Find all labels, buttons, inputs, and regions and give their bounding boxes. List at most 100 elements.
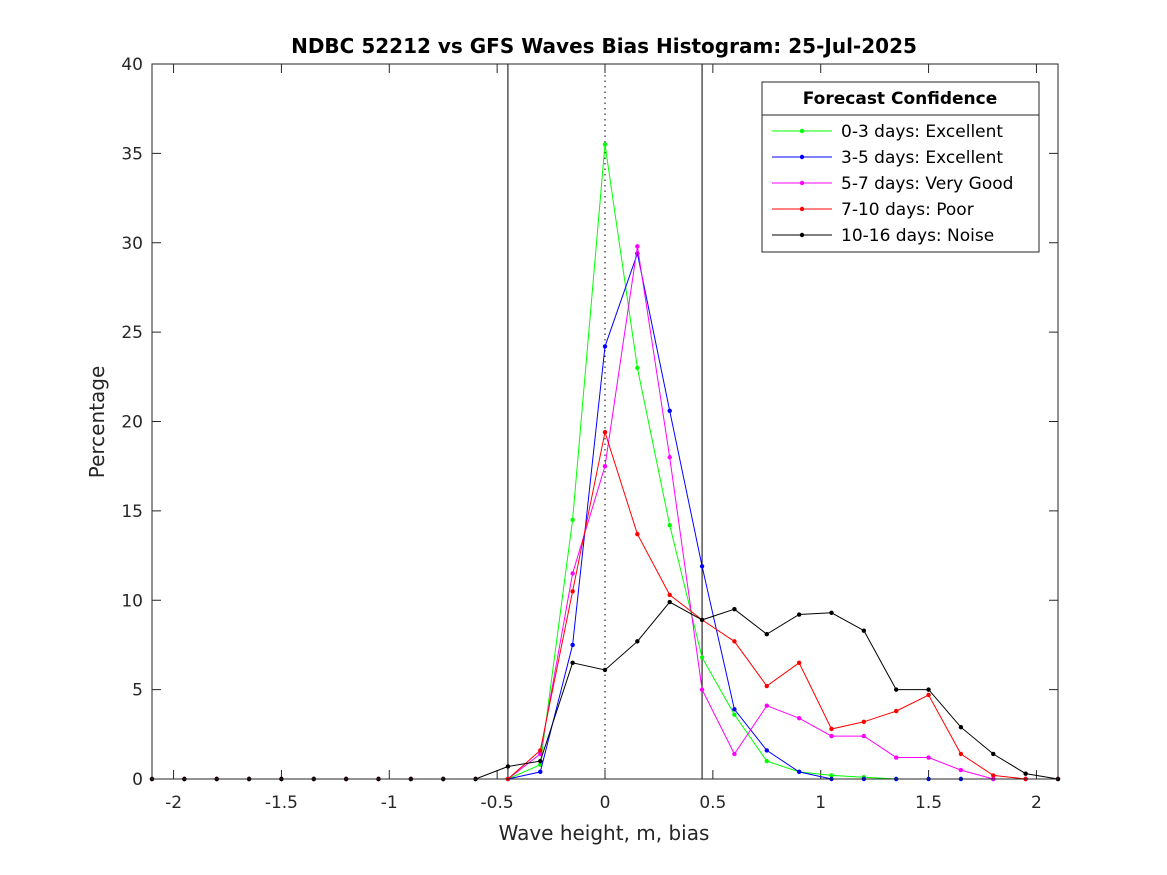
axis-ticks [152, 63, 1058, 780]
data-point [894, 708, 899, 714]
y-tick-label: 40 [121, 55, 143, 75]
data-point [538, 769, 543, 775]
data-point [829, 773, 834, 778]
data-point [538, 758, 543, 764]
data-point [667, 599, 672, 605]
data-point [667, 455, 672, 460]
data-point [829, 733, 834, 739]
data-point [635, 531, 640, 537]
data-point [732, 712, 737, 717]
data-point [796, 769, 802, 775]
legend-label: 10-16 days: Noise [841, 226, 994, 246]
data-point [764, 632, 769, 637]
data-point [926, 755, 931, 760]
x-axis-label: Wave height, m, bias [499, 821, 710, 845]
data-point [894, 755, 899, 760]
data-point [538, 748, 543, 753]
x-tick-label: -2 [165, 793, 182, 813]
y-tick-label: 25 [121, 323, 143, 343]
y-tick-labels: 0 5 10 15 20 25 30 35 40 [121, 55, 143, 790]
chart-title: NDBC 52212 vs GFS Waves Bias Histogram: … [291, 34, 917, 58]
data-point [602, 344, 608, 349]
x-tick-labels: -2 -1.5 -1 -0.5 0 0.5 1 1.5 2 [165, 793, 1042, 813]
data-point [1023, 771, 1028, 776]
data-point [732, 606, 737, 612]
y-tick-label: 35 [121, 144, 143, 164]
data-point [829, 610, 834, 615]
data-point [926, 692, 931, 698]
legend-swatch-marker [799, 128, 805, 134]
data-point [505, 764, 511, 769]
data-point [732, 707, 737, 712]
data-point [732, 639, 737, 644]
x-tick-label: 0.5 [699, 793, 726, 813]
data-point [602, 142, 608, 147]
data-point [958, 724, 964, 730]
y-tick-label: 30 [121, 234, 143, 254]
y-tick-label: 10 [121, 591, 143, 611]
reference-lines [507, 64, 703, 779]
data-point [861, 719, 867, 724]
data-point [958, 767, 964, 773]
data-point [602, 667, 608, 673]
y-tick-label: 0 [132, 770, 143, 790]
data-point [796, 660, 802, 666]
data-point [991, 773, 996, 778]
plot-frame [151, 63, 1059, 780]
legend-label: 5-7 days: Very Good [841, 174, 1013, 194]
data-point [861, 628, 867, 633]
legend-label: 7-10 days: Poor [841, 200, 974, 220]
legend-swatch-marker [799, 232, 805, 238]
data-point [764, 703, 769, 708]
x-tick-label: -1 [381, 793, 398, 813]
legend: Forecast Confidence 0-3 days: Excellent 3… [761, 81, 1040, 253]
legend-swatch-marker [799, 180, 805, 186]
data-point [699, 564, 705, 569]
data-point [699, 617, 705, 623]
x-tick-label: 1 [815, 793, 826, 813]
x-tick-label: 2 [1031, 793, 1042, 813]
data-point [602, 463, 608, 469]
data-point [991, 751, 996, 757]
data-point [570, 642, 575, 648]
legend-swatch-marker [799, 154, 805, 160]
data-point [764, 758, 769, 764]
data-point [796, 612, 802, 617]
x-tick-label: -1.5 [265, 793, 298, 813]
data-point [635, 639, 640, 644]
y-axis-label: Percentage [85, 366, 109, 479]
data-point [926, 687, 931, 692]
legend-item: 10-16 days: Noise [772, 226, 994, 246]
data-point [570, 571, 575, 576]
legend-item: 5-7 days: Very Good [772, 174, 1013, 194]
data-point [796, 716, 802, 721]
y-tick-label: 5 [132, 681, 143, 701]
legend-box [761, 81, 1040, 253]
data-point [958, 751, 964, 757]
data-point [667, 408, 672, 413]
legend-item: 0-3 days: Excellent [772, 122, 1003, 142]
legend-swatch-marker [799, 206, 805, 212]
y-tick-label: 15 [121, 502, 143, 522]
legend-label: 0-3 days: Excellent [841, 122, 1003, 142]
x-tick-label: 0 [600, 793, 611, 813]
data-point [764, 748, 769, 753]
legend-item: 3-5 days: Excellent [772, 148, 1003, 168]
legend-items: 0-3 days: Excellent 3-5 days: Excellent 5-… [772, 122, 1013, 246]
data-point [538, 751, 543, 757]
data-point [602, 430, 608, 435]
data-point [699, 655, 705, 660]
data-point [635, 244, 640, 249]
data-point [635, 365, 640, 371]
legend-item: 7-10 days: Poor [772, 200, 974, 220]
data-point [732, 751, 737, 757]
x-tick-label: -0.5 [481, 793, 514, 813]
data-point [764, 683, 769, 689]
data-point [570, 589, 575, 594]
data-point [699, 687, 705, 692]
data-point [829, 726, 834, 732]
x-tick-label: 1.5 [915, 793, 942, 813]
data-point [861, 733, 867, 739]
data-point [894, 687, 899, 692]
y-tick-label: 20 [121, 413, 143, 433]
